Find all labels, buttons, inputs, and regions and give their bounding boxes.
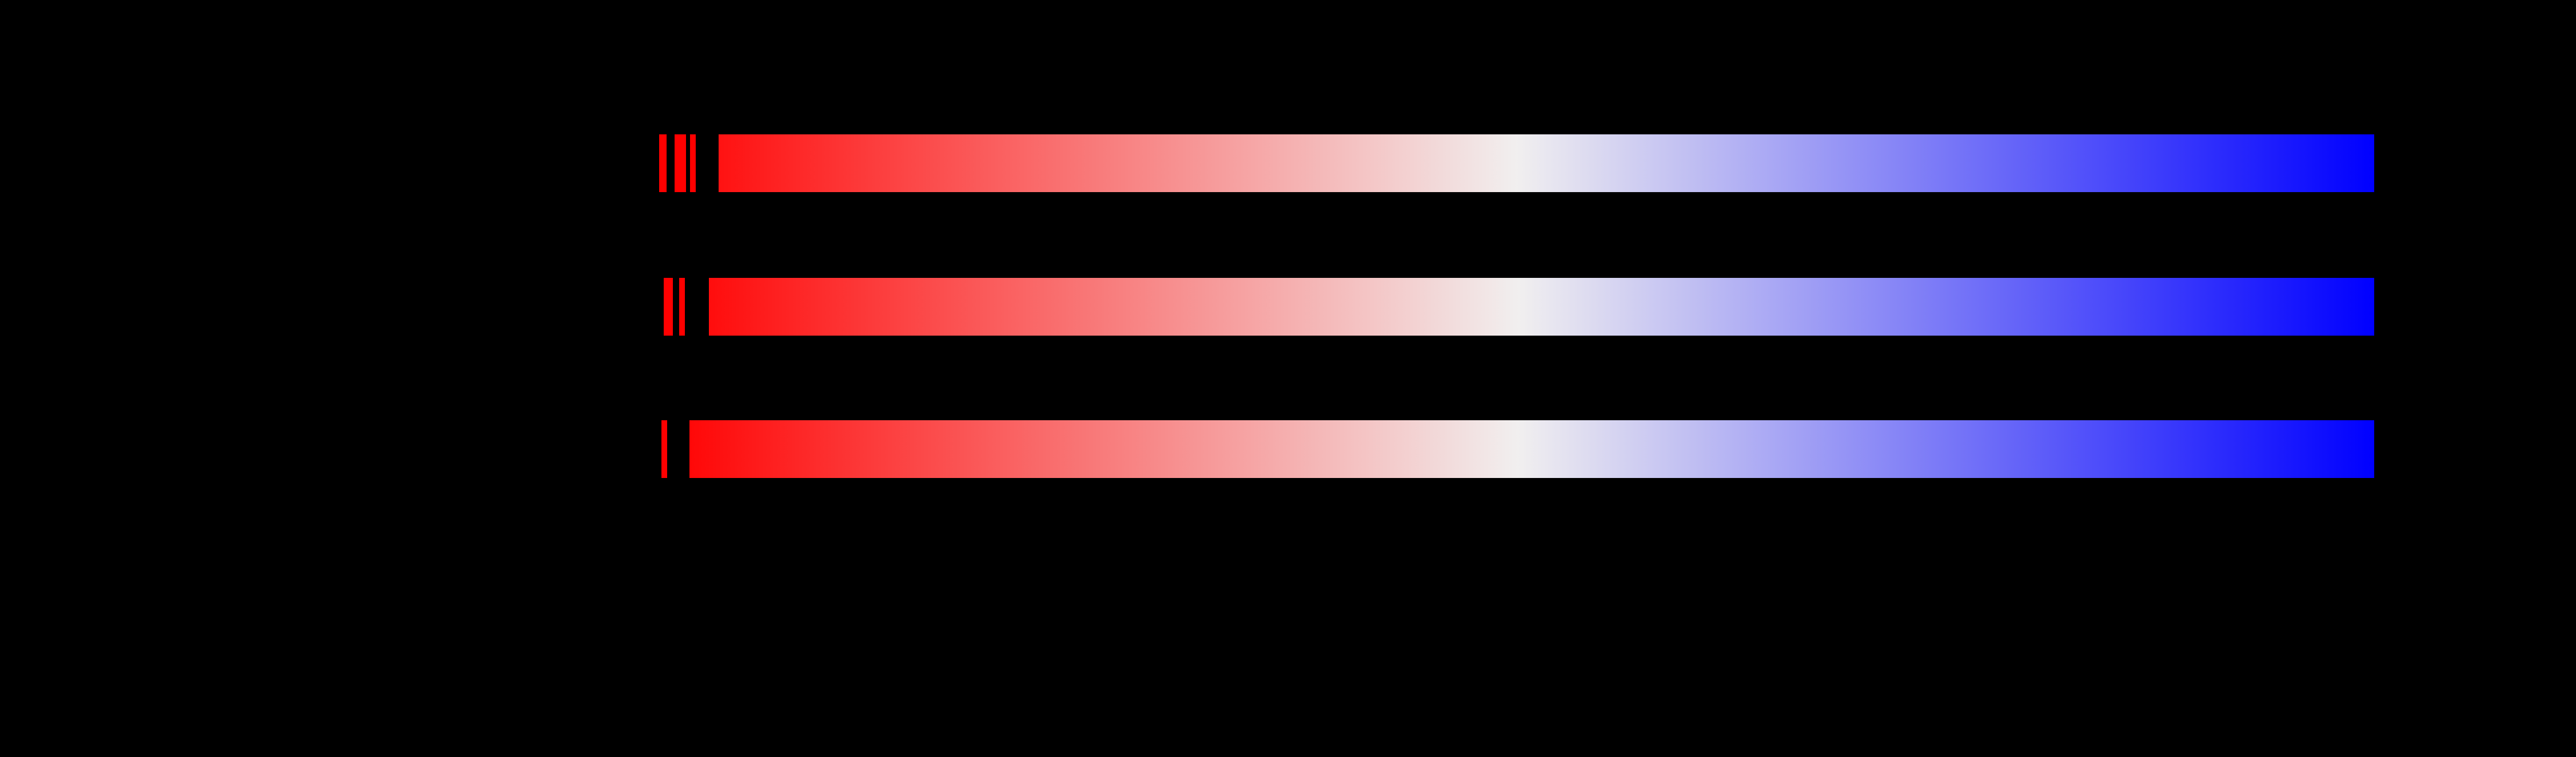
outlier-tick xyxy=(659,134,667,192)
spectrum-gradient-bar xyxy=(709,278,2374,336)
spectrum-gradient-bar xyxy=(719,134,2374,192)
outlier-tick xyxy=(690,134,696,192)
outlier-tick xyxy=(661,420,667,478)
outlier-tick xyxy=(675,134,686,192)
spectrum-row-row-1 xyxy=(0,134,2576,192)
outlier-tick xyxy=(664,278,673,336)
outlier-tick xyxy=(679,278,685,336)
spectrum-gradient-bar xyxy=(689,420,2374,478)
spectrum-row-row-3 xyxy=(0,420,2576,478)
spectrum-row-row-2 xyxy=(0,278,2576,336)
